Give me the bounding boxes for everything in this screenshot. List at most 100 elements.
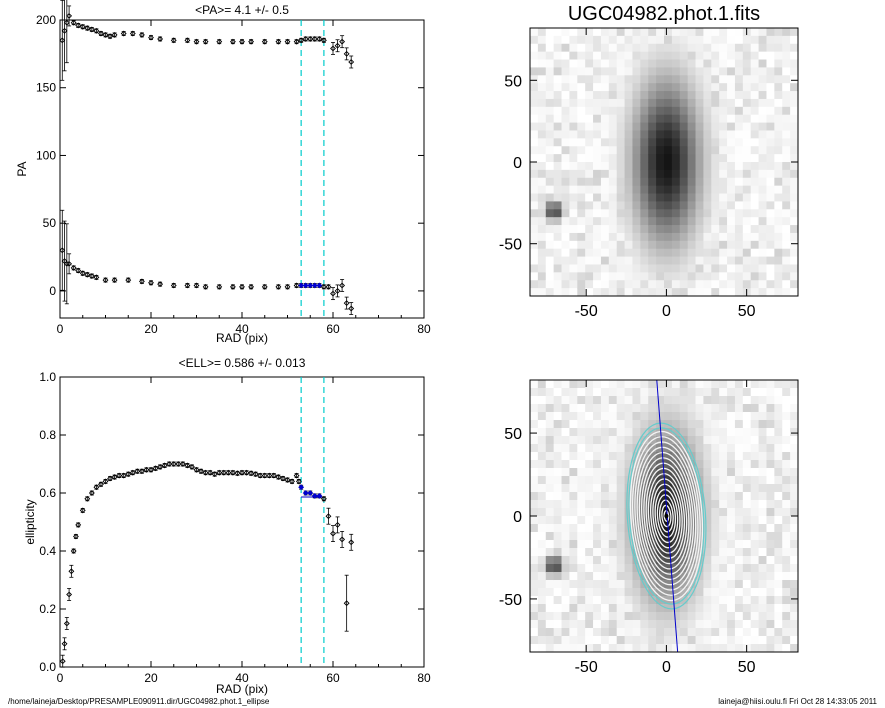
pa-plot-data-point: [111, 277, 118, 284]
ellipse-fit-pixel: [632, 388, 641, 397]
ellipse-fit-pixel: [648, 516, 657, 525]
ellipse-fit-pixel: [742, 396, 752, 405]
fits-image-pixel: [766, 106, 775, 116]
fits-image-pixel: [577, 122, 586, 131]
fits-image-pixel: [537, 130, 547, 139]
fits-image-pixel: [600, 162, 610, 171]
ellipse-fit-pixel: [577, 476, 586, 485]
pa-plot-data-point: [325, 283, 332, 290]
ellipse-fit-pixel: [742, 580, 752, 589]
fits-image-pixel: [687, 138, 696, 147]
fits-image-pixel: [616, 288, 625, 297]
fits-image-pixel: [719, 264, 728, 273]
fits-image-pixel: [719, 201, 728, 210]
fits-image-pixel: [766, 177, 775, 187]
fits-image-pixel: [656, 264, 665, 273]
pa-plot-data-point: [316, 36, 323, 42]
pa-plot-data-point: [348, 305, 355, 312]
ellipse-fit-pixel: [711, 540, 720, 549]
fits-image-pixel: [727, 35, 736, 45]
fits-image-pixel: [695, 59, 704, 68]
fits-image-pixel: [734, 240, 744, 250]
fits-image-pixel: [750, 130, 759, 139]
fits-image-pixel: [790, 59, 799, 68]
ellipse-fit-pixels: [530, 380, 799, 653]
fits-image-pixel: [640, 256, 649, 265]
ellipse-fit-pixel: [608, 412, 618, 421]
ellipse-fit-pixel: [750, 564, 759, 573]
fits-image-pixel: [664, 51, 673, 60]
ellipse-fit-pixel: [758, 452, 767, 461]
ellipse-fit-pixel: [719, 500, 728, 509]
fits-image-pixel: [624, 193, 633, 202]
fits-image-pixel: [734, 264, 744, 273]
ellipticity-plot-data-point: [134, 468, 141, 475]
fits-image-pixel: [561, 256, 570, 265]
ellipse-fit-pixel: [624, 564, 633, 573]
ellipse-fit-pixel: [758, 500, 767, 509]
fits-image-pixel: [758, 209, 767, 218]
fits-image-pixel: [545, 240, 555, 250]
fits-image-pixel: [766, 169, 775, 179]
fits-image-pixel: [600, 98, 610, 108]
fits-image-pixel: [577, 264, 586, 273]
ellipse-fit-pixel: [577, 532, 586, 541]
ellipse-fit-pixel: [561, 468, 570, 477]
ellipticity-plot-data-point: [189, 463, 195, 470]
ellipse-fit-pixel: [585, 572, 594, 581]
ellipse-fit-pixel: [608, 548, 618, 557]
fits-image-pixel: [703, 51, 712, 60]
fits-image-pixel: [640, 225, 649, 234]
fits-image-pixel: [758, 75, 767, 84]
ellipse-fit-pixel: [593, 556, 602, 565]
fits-image-pixel: [530, 240, 539, 250]
ellipse-fit-pixel: [640, 580, 649, 589]
ellipse-fit-pixel: [758, 588, 767, 597]
fits-image-pixel: [734, 209, 744, 218]
ellipse-fit-pixel: [616, 628, 625, 637]
ellipse-fit-pixel: [711, 612, 720, 621]
ellipse-fit-pixel: [616, 484, 625, 493]
ellipse-fit-pixel: [569, 492, 578, 501]
ellipse-fit-pixel: [679, 388, 689, 397]
fits-image-pixel: [530, 264, 539, 273]
fits-image-pixel: [719, 240, 728, 250]
fits-image-pixel: [703, 177, 712, 187]
fits-image-pixel: [782, 209, 791, 218]
isophote-ellipse: [661, 504, 672, 528]
ellipticity-plot-data: [59, 377, 355, 668]
fits-image-pixel: [530, 280, 539, 289]
fits-image-pixel: [750, 75, 759, 84]
fits-image-pixel: [750, 106, 759, 116]
fits-image-pixel: [695, 201, 704, 210]
ellipse-fit-pixel: [758, 508, 767, 517]
fits-image-pixel: [750, 232, 759, 242]
fits-image-pixel: [758, 28, 767, 37]
fits-image-pixel: [750, 201, 759, 210]
fits-image-pixel: [632, 35, 641, 45]
ellipse-fit-pixel: [537, 396, 547, 405]
ellipse-fit-pixel: [530, 532, 539, 541]
fits-image-pixel: [553, 256, 562, 265]
ellipse-fit-pixel: [758, 404, 767, 413]
fits-image-pixel: [774, 280, 783, 289]
ellipse-fit-pixel: [742, 468, 752, 477]
ellipse-fit-pixel: [600, 452, 610, 461]
fits-image-pixel: [703, 75, 712, 84]
fits-image-pixel: [790, 51, 799, 60]
ellipse-fit-pixel: [593, 476, 602, 485]
fits-image-pixel: [727, 43, 736, 53]
ellipse-fit-pixel: [553, 380, 562, 389]
fits-image-pixel: [766, 264, 775, 273]
fits-image-pixel: [569, 209, 578, 218]
ellipse-fit-pixel: [608, 436, 618, 445]
fits-image-pixel: [727, 217, 736, 226]
ellipse-fit-pixel: [766, 396, 775, 405]
ellipse-fit-pixel: [687, 412, 696, 421]
ellipse-fit-pixel: [742, 516, 752, 525]
fits-image-pixel: [719, 35, 728, 45]
fits-image-pixel: [545, 201, 555, 210]
ellipse-fit-pixel: [561, 588, 570, 597]
ellipse-fit-pixel: [703, 596, 712, 605]
fits-image-pixel: [695, 51, 704, 60]
